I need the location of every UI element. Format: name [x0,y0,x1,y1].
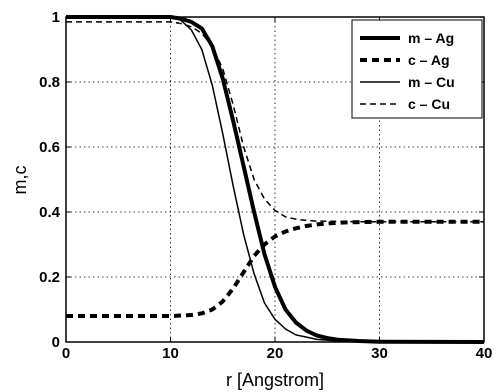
legend-item-m-ag: m – Ag [360,30,454,46]
y-tick-label: 0.2 [39,269,60,286]
x-tick-labels: 0 10 20 30 40 [62,345,493,362]
series-layer [66,15,485,344]
legend-label-m-ag: m – Ag [408,30,454,46]
legend-item-c-ag: c – Ag [360,52,450,68]
legend-label-c-cu: c – Cu [408,96,450,112]
series-m-ag-line [66,15,485,344]
y-axis-label: m,c [10,166,30,195]
x-tick-label: 40 [476,345,493,362]
x-tick-label: 20 [267,345,284,362]
y-tick-label: 0.6 [39,139,60,156]
legend-label-c-ag: c – Ag [408,52,450,68]
legend: m – Ag c – Ag m – Cu c – Cu [351,19,483,119]
y-tick-labels: 0 0.2 0.4 0.6 0.8 1 [39,9,61,351]
series-m-cu-line [66,16,484,343]
x-axis-label: r [Angstrom] [226,370,324,390]
y-tick-label: 0.8 [39,74,60,91]
y-tick-label: 1 [52,9,60,26]
x-tick-label: 30 [371,345,388,362]
y-tick-label: 0 [52,334,60,351]
series-c-ag-line [66,219,484,318]
y-tick-label: 0.4 [39,204,61,221]
series-c-cu-line [66,21,484,223]
x-tick-label: 0 [62,345,70,362]
legend-label-m-cu: m – Cu [408,74,455,90]
legend-item-m-cu: m – Cu [360,74,455,90]
legend-item-c-cu: c – Cu [360,96,450,112]
x-tick-label: 10 [162,345,179,362]
